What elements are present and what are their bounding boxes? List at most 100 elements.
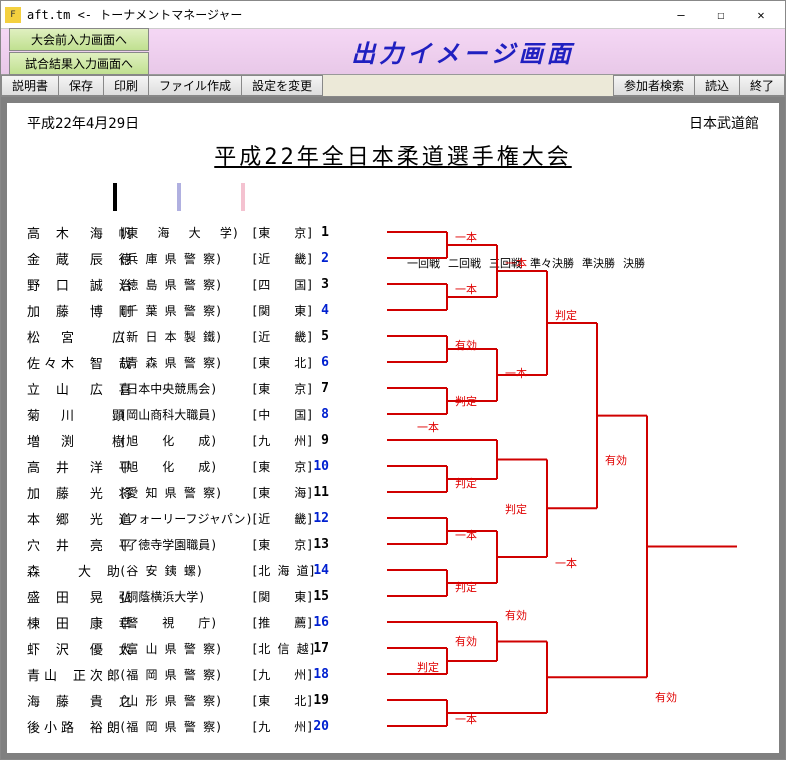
svg-text:一本: 一本	[505, 256, 527, 270]
titlebar: F aft.tm <- トーナメントマネージャー – ☐ ✕	[1, 1, 785, 29]
svg-text:一本: 一本	[455, 528, 477, 542]
player-region: [北 海 道]	[251, 562, 309, 579]
window-title: aft.tm <- トーナメントマネージャー	[27, 6, 661, 23]
svg-text:一本: 一本	[505, 366, 527, 380]
player-region: [四 国]	[251, 276, 309, 293]
player-region: [近 畿]	[251, 510, 309, 527]
player-seed: 14	[309, 563, 329, 578]
player-team: (旭 化 成)	[119, 458, 251, 475]
output-page: 平成22年4月29日 日本武道館 平成22年全日本柔道選手権大会 一回戦二回戦三…	[7, 103, 779, 753]
svg-text:判定: 判定	[455, 476, 477, 490]
svg-text:判定: 判定	[505, 502, 527, 516]
svg-text:一本: 一本	[455, 282, 477, 296]
svg-text:有効: 有効	[605, 453, 627, 467]
player-name: 高 井 洋 平	[27, 457, 119, 476]
player-region: [東 北]	[251, 692, 309, 709]
save-button[interactable]: 保存	[58, 75, 104, 96]
player-seed: 1	[309, 225, 329, 240]
player-region: [九 州]	[251, 666, 309, 683]
player-name: 高 木 海 帆	[27, 223, 119, 242]
legend-bar	[177, 183, 181, 211]
player-team: (山 形 県 警 察)	[119, 692, 251, 709]
search-button[interactable]: 参加者検索	[613, 75, 695, 96]
player-name: 後小路 裕朗	[27, 717, 119, 736]
player-seed: 6	[309, 355, 329, 370]
player-name: 海 藤 貴 之	[27, 691, 119, 710]
result-input-button[interactable]: 試合結果入力画面へ	[9, 52, 149, 75]
player-seed: 10	[309, 459, 329, 474]
player-name: 加 藤 博 剛	[27, 301, 119, 320]
svg-text:判定: 判定	[555, 308, 577, 322]
player-region: [東 京]	[251, 458, 309, 475]
player-seed: 5	[309, 329, 329, 344]
player-team: (福 岡 県 警 察)	[119, 718, 251, 735]
player-name: 立 山 広 喜	[27, 379, 119, 398]
player-seed: 15	[309, 589, 329, 604]
print-button[interactable]: 印刷	[103, 75, 149, 96]
player-region: [東 北]	[251, 354, 309, 371]
player-team: (フォーリーフジャパン)	[119, 510, 251, 527]
player-seed: 2	[309, 251, 329, 266]
page-venue: 日本武道館	[689, 113, 759, 133]
svg-text:判定: 判定	[455, 394, 477, 408]
player-seed: 9	[309, 433, 329, 448]
makefile-button[interactable]: ファイル作成	[148, 75, 242, 96]
player-team: (日本中央競馬会)	[119, 380, 251, 397]
close-button[interactable]: ✕	[741, 3, 781, 27]
legend-bar	[241, 183, 245, 211]
player-name: 青山 正次郎	[27, 665, 119, 684]
player-region: [九 州]	[251, 432, 309, 449]
load-button[interactable]: 読込	[694, 75, 740, 96]
player-seed: 4	[309, 303, 329, 318]
player-team: (了徳寺学園職員)	[119, 536, 251, 553]
player-seed: 12	[309, 511, 329, 526]
player-name: 虾 沢 優 太	[27, 639, 119, 658]
app-window: F aft.tm <- トーナメントマネージャー – ☐ ✕ 大会前入力画面へ …	[0, 0, 786, 760]
player-region: [推 薦]	[251, 614, 309, 631]
player-region: [中 国]	[251, 406, 309, 423]
legend-bar	[113, 183, 117, 211]
svg-text:一本: 一本	[455, 230, 477, 244]
exit-button[interactable]: 終了	[739, 75, 785, 96]
manual-button[interactable]: 説明書	[1, 75, 59, 96]
maximize-button[interactable]: ☐	[701, 3, 741, 27]
player-name: 金 蔵 辰 徳	[27, 249, 119, 268]
toolbar: 説明書 保存 印刷 ファイル作成 設定を変更 参加者検索 読込 終了	[1, 75, 785, 97]
player-region: [関 東]	[251, 588, 309, 605]
minimize-button[interactable]: –	[661, 3, 701, 27]
svg-text:有効: 有効	[505, 608, 527, 622]
app-icon: F	[5, 7, 21, 23]
player-seed: 20	[309, 719, 329, 734]
player-seed: 8	[309, 407, 329, 422]
player-name: 野 口 誠 治	[27, 275, 119, 294]
player-team: (新 日 本 製 鐵)	[119, 328, 251, 345]
player-region: [近 畿]	[251, 328, 309, 345]
player-region: [東 海]	[251, 484, 309, 501]
player-region: [関 東]	[251, 302, 309, 319]
header-area: 大会前入力画面へ 試合結果入力画面へ 出力イメージ画面	[1, 29, 785, 75]
settings-button[interactable]: 設定を変更	[241, 75, 323, 96]
svg-text:判定: 判定	[455, 580, 477, 594]
player-team: (桐蔭横浜大学)	[119, 588, 251, 605]
player-seed: 11	[309, 485, 329, 500]
player-team: (旭 化 成)	[119, 432, 251, 449]
bracket-area: 高 木 海 帆(東 海 大 学)[東 京]1金 蔵 辰 徳(兵 庫 県 警 察)…	[27, 219, 759, 739]
content-area: 平成22年4月29日 日本武道館 平成22年全日本柔道選手権大会 一回戦二回戦三…	[1, 97, 785, 759]
window-controls: – ☐ ✕	[661, 3, 781, 27]
pre-tournament-button[interactable]: 大会前入力画面へ	[9, 28, 149, 51]
player-team: (愛 知 県 警 察)	[119, 484, 251, 501]
player-team: (岡山商科大職員)	[119, 406, 251, 423]
player-team: (福 岡 県 警 察)	[119, 666, 251, 683]
player-seed: 7	[309, 381, 329, 396]
player-name: 増 渕 樹	[27, 431, 119, 450]
nav-buttons: 大会前入力画面へ 試合結果入力画面へ	[9, 28, 149, 75]
player-seed: 13	[309, 537, 329, 552]
toolbar-spacer	[323, 75, 614, 96]
player-name: 加 藤 光 将	[27, 483, 119, 502]
svg-text:有効: 有効	[655, 690, 677, 704]
svg-text:有効: 有効	[455, 338, 477, 352]
player-region: [北 信 越]	[251, 640, 309, 657]
player-team: (千 葉 県 警 察)	[119, 302, 251, 319]
player-team: (青 森 県 警 察)	[119, 354, 251, 371]
player-name: 菊 川 顕	[27, 405, 119, 424]
